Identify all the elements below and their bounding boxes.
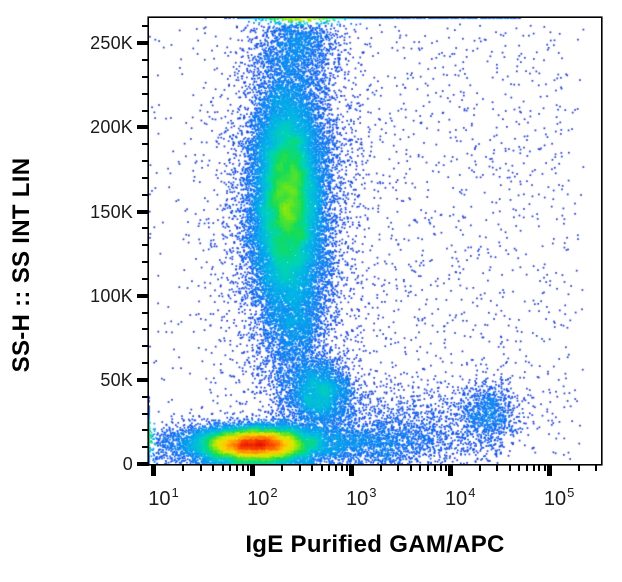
x-minor-tick [595,465,598,471]
x-tick-base: 10 [444,488,468,510]
y-minor-tick [142,244,149,247]
y-major-tick [137,125,149,130]
x-tick-label: 101 [132,485,196,512]
x-minor-tick [532,465,535,471]
y-minor-tick [142,362,149,365]
x-minor-tick [199,465,202,471]
x-minor-tick [508,465,511,471]
x-tick-exponent: 5 [567,485,575,500]
y-tick-label: 50K [100,369,133,390]
density-plot-canvas [149,18,601,464]
x-minor-tick [320,465,323,471]
x-tick-exponent: 2 [270,485,278,500]
x-minor-tick [538,465,541,471]
x-minor-tick [221,465,224,471]
y-minor-tick [142,176,149,179]
x-minor-tick [310,465,313,471]
x-minor-tick [380,465,383,471]
y-minor-tick [142,446,149,449]
y-minor-tick [142,345,149,348]
x-minor-tick [439,465,442,471]
y-minor-tick [142,311,149,314]
y-minor-tick [142,429,149,432]
y-axis-title: SS-H :: SS INT LIN [8,157,35,373]
y-minor-tick [142,227,149,230]
y-tick-label: 100K [90,285,133,306]
x-tick-label: 103 [329,485,393,512]
x-minor-tick [444,465,447,471]
y-minor-tick [142,261,149,264]
x-minor-tick [241,465,244,471]
x-major-tick [151,465,157,476]
x-minor-tick [427,465,430,471]
y-minor-tick [142,25,149,28]
y-minor-tick [142,75,149,78]
x-major-tick [447,465,453,476]
x-minor-tick [340,465,343,471]
x-minor-tick [236,465,239,471]
x-minor-tick [518,465,521,471]
plot-area [149,18,601,464]
y-minor-tick [142,160,149,163]
x-tick-exponent: 1 [171,485,179,500]
x-tick-label: 104 [428,485,492,512]
x-major-tick [546,465,552,476]
x-tick-exponent: 4 [468,485,476,500]
x-minor-tick [182,465,185,471]
x-tick-label: 105 [527,485,591,512]
y-minor-tick [142,92,149,95]
y-major-tick [137,293,149,298]
x-minor-tick [433,465,436,471]
x-minor-tick [246,465,249,471]
x-minor-tick [281,465,284,471]
x-minor-tick [577,465,580,471]
y-tick-label: 0 [122,454,133,474]
x-tick-base: 10 [247,488,270,510]
y-minor-tick [142,59,149,62]
x-minor-tick [543,465,546,471]
y-minor-tick [142,143,149,146]
x-tick-base: 10 [543,488,567,510]
x-minor-tick [409,465,412,471]
x-tick-label: 102 [230,485,294,512]
y-tick-label: 150K [90,201,133,222]
x-tick-base: 10 [346,488,369,510]
y-minor-tick [142,328,149,331]
y-minor-tick [142,193,149,196]
y-minor-tick [142,395,149,398]
x-minor-tick [478,465,481,471]
y-minor-tick [142,412,149,415]
x-tick-exponent: 3 [369,485,377,500]
x-major-tick [249,465,255,476]
x-tick-base: 10 [148,488,171,510]
x-minor-tick [229,465,232,471]
y-major-tick [137,462,149,466]
y-major-tick [137,41,149,46]
x-minor-tick [526,465,529,471]
x-minor-tick [419,465,422,471]
y-minor-tick [142,109,149,112]
x-minor-tick [345,465,348,471]
x-minor-tick [334,465,337,471]
x-minor-tick [496,465,499,471]
x-major-tick [348,465,354,476]
x-minor-tick [298,465,301,471]
x-minor-tick [328,465,331,471]
x-minor-tick [397,465,400,471]
y-minor-tick [142,277,149,280]
y-major-tick [137,377,149,382]
y-tick-label: 250K [90,33,133,54]
y-major-tick [137,209,149,214]
y-tick-label: 200K [90,117,133,138]
x-axis-title: IgE Purified GAM/APC [245,531,505,558]
x-minor-tick [212,465,215,471]
